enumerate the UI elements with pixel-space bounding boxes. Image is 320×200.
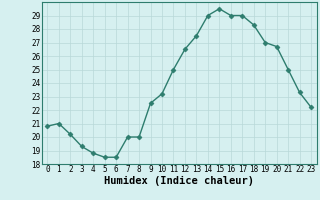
X-axis label: Humidex (Indice chaleur): Humidex (Indice chaleur) — [104, 176, 254, 186]
